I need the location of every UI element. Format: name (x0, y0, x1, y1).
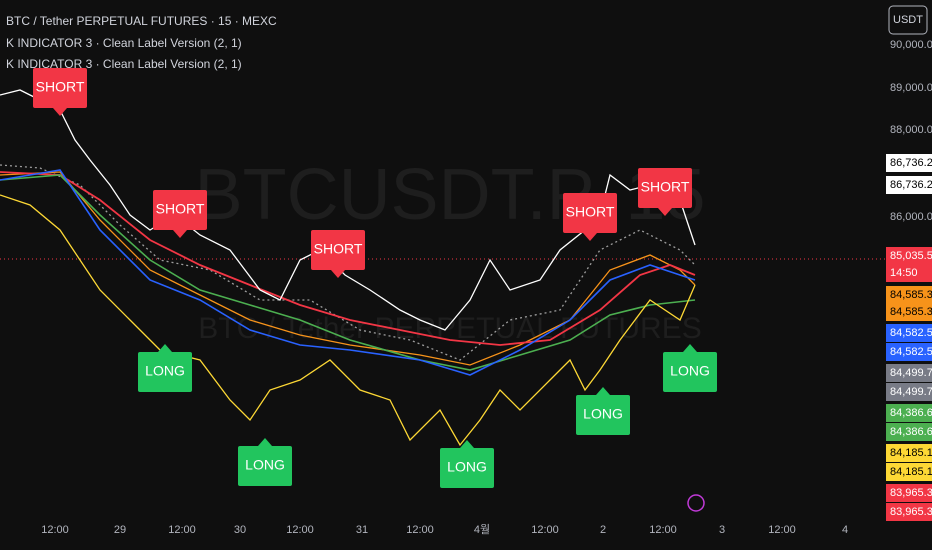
price-tag-label: 86,736.2 (890, 179, 932, 191)
signal-box (638, 168, 692, 208)
time-axis-label: 12:00 (531, 524, 559, 536)
price-tag (886, 324, 932, 342)
signal-pointer (460, 440, 474, 448)
gray-band (0, 164, 696, 361)
price-tag-label: 83,965.3 (890, 487, 932, 499)
signal-box (33, 68, 87, 108)
alert-icon (687, 494, 705, 512)
signal-box (238, 446, 292, 486)
price-tag-label: 83,965.3 (890, 506, 932, 518)
time-axis-label: 31 (356, 524, 368, 536)
price-tag (886, 303, 932, 321)
price-tag-label: 84,386.6 (890, 407, 932, 419)
signal-pointer (53, 108, 67, 116)
price-tag-label: 85,035.5 (890, 250, 932, 262)
indicator-label: K INDICATOR 3 · Clean Label Version (2, … (6, 36, 242, 50)
price-tag-label: 84,499.7 (890, 386, 932, 398)
currency-label: USDT (893, 14, 923, 26)
signal-label: SHORT (641, 179, 690, 195)
blue-ma (0, 169, 696, 376)
price-tag (886, 383, 932, 401)
signal-box (311, 230, 365, 270)
price-tag-label: 84,386.6 (890, 426, 932, 438)
price-tag-label: 84,582.5 (890, 346, 932, 358)
time-axis-label: 12:00 (41, 524, 69, 536)
red-ma (0, 171, 696, 346)
price-tag (886, 503, 932, 521)
time-axis-label: 12:00 (406, 524, 434, 536)
signal-pointer (331, 270, 345, 278)
signal-label: SHORT (314, 241, 363, 257)
time-axis-label: 29 (114, 524, 126, 536)
signal-label: SHORT (156, 201, 205, 217)
price-tag (886, 484, 932, 502)
signal-pointer (173, 230, 187, 238)
price-axis-label: 88,000.0 (890, 124, 932, 136)
signal-pointer (158, 344, 172, 352)
price-tag-label: 84,582.5 (890, 327, 932, 339)
time-axis-label: 12:00 (286, 524, 314, 536)
price-tag (886, 176, 932, 194)
signal-label: LONG (447, 459, 487, 475)
price-tag (886, 404, 932, 422)
signal-box (663, 352, 717, 392)
time-axis-label: 12:00 (168, 524, 196, 536)
watermark-ticker: BTCUSDT.P, 15 (195, 155, 706, 235)
time-axis-label: 4 (842, 524, 848, 536)
price-tag (886, 264, 932, 282)
price-tag (886, 423, 932, 441)
price-axis-label: 86,000.0 (890, 211, 932, 223)
time-axis-label: 12:00 (768, 524, 796, 536)
price-tag (886, 286, 932, 304)
signal-pointer (258, 438, 272, 446)
price-tag (886, 444, 932, 462)
price-tag-label: 84,185.1 (890, 447, 932, 459)
price-tag-label: 14:50 (890, 267, 918, 279)
currency-button[interactable] (888, 5, 928, 35)
time-axis-label: 2 (600, 524, 606, 536)
signal-label: LONG (145, 363, 185, 379)
signal-label: LONG (583, 406, 623, 422)
time-axis-label: 3 (719, 524, 725, 536)
time-axis-label: 30 (234, 524, 246, 536)
signal-pointer (658, 208, 672, 216)
indicator-label: K INDICATOR 3 · Clean Label Version (2, … (6, 57, 242, 71)
signal-box (563, 193, 617, 233)
signal-label: SHORT (566, 204, 615, 220)
price-axis-label: 89,000.0 (890, 82, 932, 94)
price-tag-label: 86,736.2 (890, 157, 932, 169)
price-tag-label: 84,585.3 (890, 289, 932, 301)
price-tag (886, 463, 932, 481)
signal-box (153, 190, 207, 230)
signal-box (576, 395, 630, 435)
price-tag-label: 84,185.1 (890, 466, 932, 478)
price-axis-label: 90,000.0 (890, 39, 932, 51)
signal-box (138, 352, 192, 392)
signal-label: SHORT (36, 79, 85, 95)
signal-box (440, 448, 494, 488)
signal-pointer (683, 344, 697, 352)
signal-label: LONG (670, 363, 710, 379)
green-ma (0, 174, 696, 371)
signal-pointer (583, 233, 597, 241)
price-tag (886, 364, 932, 382)
time-axis-label: 4월 (474, 523, 490, 536)
price-tag (886, 154, 932, 172)
price-tag-label: 84,585.3 (890, 306, 932, 318)
signal-label: LONG (245, 457, 285, 473)
price-tag (886, 247, 932, 265)
time-axis-label: 12:00 (649, 524, 677, 536)
symbol-title: BTC / Tether PERPETUAL FUTURES · 15 · ME… (6, 14, 277, 28)
price-tag-label: 84,499.7 (890, 367, 932, 379)
price-tag (886, 343, 932, 361)
signal-pointer (596, 387, 610, 395)
yellow-band (0, 194, 696, 447)
